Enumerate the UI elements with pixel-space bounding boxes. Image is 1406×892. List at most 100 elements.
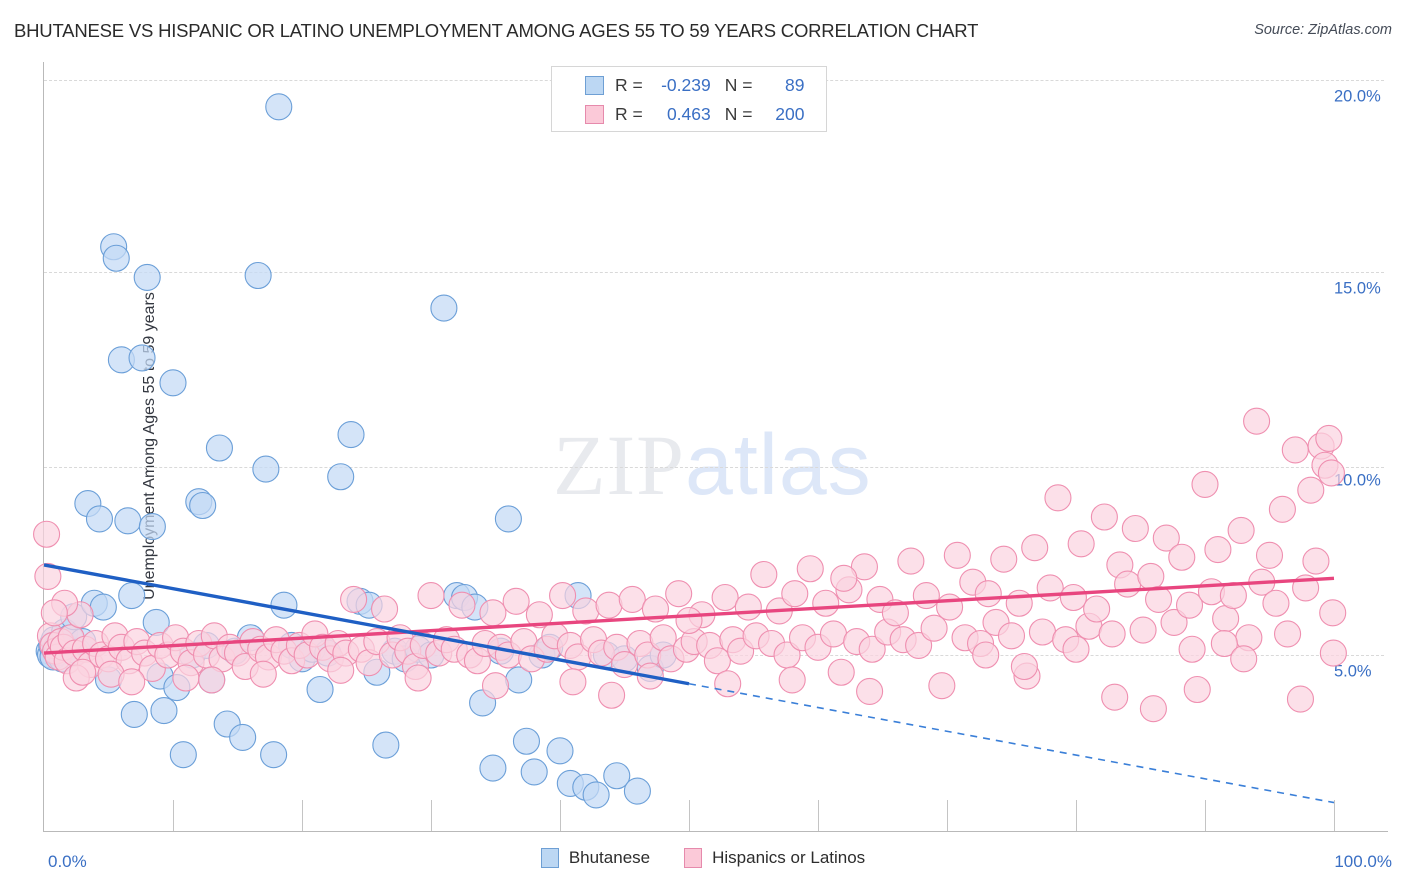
data-point-bhutanese[interactable] — [479, 754, 507, 782]
data-point-hispanic[interactable] — [920, 614, 948, 642]
data-point-bhutanese[interactable] — [546, 737, 574, 765]
data-point-hispanic[interactable] — [1243, 407, 1271, 435]
data-point-bhutanese[interactable] — [270, 591, 298, 619]
data-point-bhutanese[interactable] — [372, 731, 400, 759]
data-point-hispanic[interactable] — [827, 658, 855, 686]
data-point-bhutanese[interactable] — [205, 434, 233, 462]
data-point-hispanic[interactable] — [1204, 536, 1232, 564]
data-point-bhutanese[interactable] — [89, 593, 117, 621]
data-point-hispanic[interactable] — [974, 580, 1002, 608]
data-point-hispanic[interactable] — [1286, 685, 1315, 713]
data-point-hispanic[interactable] — [1262, 589, 1290, 617]
data-point-hispanic[interactable] — [1067, 530, 1095, 558]
data-point-hispanic[interactable] — [1274, 620, 1302, 648]
data-point-hispanic[interactable] — [34, 562, 62, 590]
data-point-hispanic[interactable] — [734, 593, 762, 621]
data-point-hispanic[interactable] — [858, 635, 886, 663]
data-point-bhutanese[interactable] — [494, 505, 522, 533]
data-point-hispanic[interactable] — [711, 583, 739, 612]
data-point-hispanic[interactable] — [249, 660, 277, 688]
data-point-hispanic[interactable] — [618, 585, 646, 613]
data-point-bhutanese[interactable] — [150, 697, 178, 725]
data-point-hispanic[interactable] — [198, 666, 226, 694]
data-point-hispanic[interactable] — [1005, 589, 1033, 617]
data-point-hispanic[interactable] — [1139, 695, 1167, 723]
data-point-hispanic[interactable] — [448, 591, 476, 619]
data-point-hispanic[interactable] — [1317, 459, 1345, 487]
data-point-hispanic[interactable] — [1137, 562, 1165, 590]
data-point-hispanic[interactable] — [750, 560, 778, 589]
data-point-hispanic[interactable] — [1028, 618, 1057, 646]
data-point-hispanic[interactable] — [1319, 639, 1347, 667]
data-point-hispanic[interactable] — [33, 520, 61, 548]
data-point-hispanic[interactable] — [912, 582, 940, 610]
data-point-bhutanese[interactable] — [229, 723, 257, 751]
data-point-hispanic[interactable] — [1210, 629, 1238, 658]
data-point-hispanic[interactable] — [1255, 541, 1284, 569]
data-point-hispanic[interactable] — [1319, 599, 1347, 627]
data-point-bhutanese[interactable] — [120, 700, 148, 728]
data-point-hispanic[interactable] — [595, 591, 623, 619]
data-point-hispanic[interactable] — [1281, 436, 1309, 464]
legend-item-hispanic[interactable]: Hispanics or Latinos — [684, 848, 865, 868]
data-point-hispanic[interactable] — [675, 606, 703, 635]
data-point-hispanic[interactable] — [1090, 503, 1118, 531]
data-point-hispanic[interactable] — [1160, 608, 1188, 636]
data-point-bhutanese[interactable] — [512, 727, 541, 755]
data-point-bhutanese[interactable] — [244, 261, 272, 290]
data-point-bhutanese[interactable] — [623, 777, 651, 805]
data-point-hispanic[interactable] — [481, 672, 510, 700]
data-point-bhutanese[interactable] — [133, 263, 161, 291]
data-point-bhutanese[interactable] — [265, 93, 293, 121]
data-point-hispanic[interactable] — [1297, 476, 1325, 504]
data-point-hispanic[interactable] — [40, 599, 68, 627]
data-point-bhutanese[interactable] — [159, 369, 187, 397]
data-point-hispanic[interactable] — [371, 595, 399, 623]
data-point-bhutanese[interactable] — [306, 675, 334, 704]
data-point-hispanic[interactable] — [936, 593, 964, 621]
data-point-hispanic[interactable] — [340, 585, 368, 613]
data-point-hispanic[interactable] — [703, 647, 731, 675]
data-point-hispanic[interactable] — [525, 601, 553, 629]
data-point-hispanic[interactable] — [665, 580, 693, 608]
legend-item-bhutanese[interactable]: Bhutanese — [540, 848, 650, 868]
data-point-hispanic[interactable] — [856, 677, 884, 705]
data-point-hispanic[interactable] — [1021, 534, 1049, 562]
data-point-bhutanese[interactable] — [582, 781, 610, 809]
data-point-hispanic[interactable] — [598, 681, 626, 709]
data-point-hispanic[interactable] — [404, 664, 432, 692]
data-point-hispanic[interactable] — [881, 599, 909, 627]
data-point-bhutanese[interactable] — [118, 582, 146, 610]
data-point-hispanic[interactable] — [897, 547, 925, 575]
data-point-hispanic[interactable] — [172, 664, 200, 692]
data-point-hispanic[interactable] — [714, 670, 742, 698]
data-point-bhutanese[interactable] — [102, 244, 130, 272]
data-point-hispanic[interactable] — [1178, 635, 1206, 663]
data-point-hispanic[interactable] — [559, 668, 587, 696]
data-point-bhutanese[interactable] — [138, 513, 166, 541]
data-point-hispanic[interactable] — [1059, 583, 1087, 612]
data-point-hispanic[interactable] — [1114, 570, 1142, 598]
data-point-bhutanese[interactable] — [128, 344, 156, 372]
data-point-hispanic[interactable] — [641, 595, 670, 623]
data-point-hispanic[interactable] — [1083, 595, 1111, 623]
data-point-bhutanese[interactable] — [114, 507, 142, 535]
data-point-hispanic[interactable] — [1175, 591, 1204, 619]
data-point-hispanic[interactable] — [1101, 683, 1129, 711]
data-point-hispanic[interactable] — [1129, 616, 1157, 644]
data-point-hispanic[interactable] — [1044, 484, 1072, 512]
data-point-bhutanese[interactable] — [252, 455, 280, 483]
data-point-hispanic[interactable] — [905, 631, 933, 659]
data-point-hispanic[interactable] — [1168, 543, 1196, 571]
data-point-bhutanese[interactable] — [169, 741, 197, 769]
data-point-hispanic[interactable] — [1152, 524, 1180, 552]
data-point-hispanic[interactable] — [778, 666, 806, 694]
data-point-hispanic[interactable] — [1183, 675, 1211, 704]
data-point-bhutanese[interactable] — [85, 505, 114, 533]
data-point-bhutanese[interactable] — [430, 294, 458, 322]
data-point-hispanic[interactable] — [928, 672, 956, 700]
data-point-bhutanese[interactable] — [337, 421, 365, 449]
data-point-hispanic[interactable] — [972, 641, 1000, 669]
data-point-hispanic[interactable] — [417, 582, 445, 610]
data-point-hispanic[interactable] — [1268, 495, 1296, 523]
